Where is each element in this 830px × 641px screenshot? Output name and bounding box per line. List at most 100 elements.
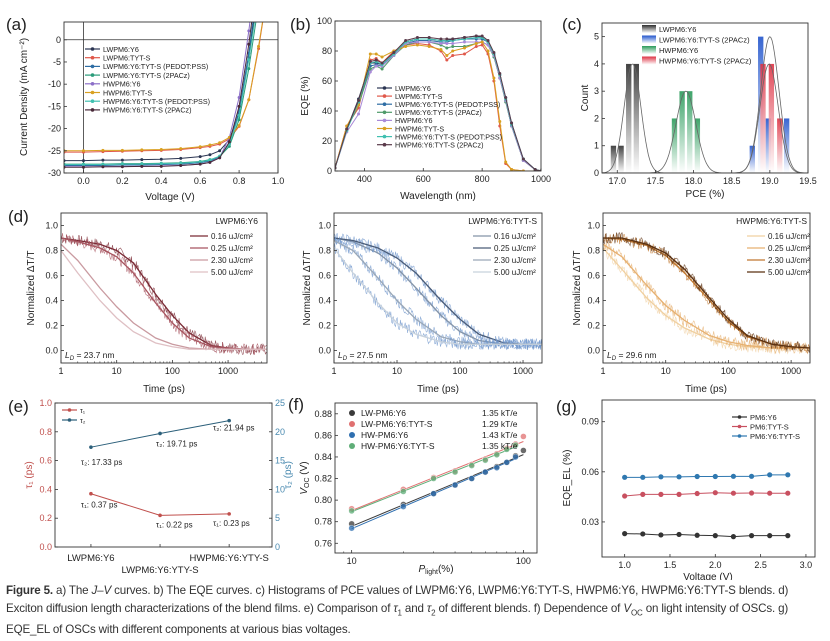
annotation-symbol: L [65,350,70,360]
legend-item: 5.00 uJ/cm² [190,268,253,277]
data-point [451,54,455,57]
plot-area [335,34,541,171]
histogram-bar [633,63,640,173]
x-axis-label: Time (ps) [685,384,727,395]
legend-marker [349,421,355,427]
y-axis-label: VOC (V) [299,461,311,494]
panel-6: τ₁: 0.37 ps τ₁: 0.22 ps τ₁: 0.23 ps τ₂: 17.… [8,397,294,576]
data-point [179,156,183,160]
legend-item: HWPM6:Y6 [85,80,141,89]
legend-item: HWPM6:Y6:TYT-S (2PACz) [85,106,192,115]
data-point [247,29,251,33]
annotation-symbol: L [607,350,612,360]
plot-frame [63,21,279,174]
data-point [658,532,664,538]
data-point [159,164,163,168]
panel-label: (c) [562,15,582,34]
data-point [198,162,202,166]
plot-area [348,433,527,532]
legend-item: HWPM6:Y6 [642,46,698,55]
x-tick-label: 1000 [513,366,533,376]
y-tick-label: 0.8 [45,246,58,256]
histogram-bar [777,118,783,173]
y-axis-label-part: (V) [299,461,310,477]
legend-item: τ₂ [62,418,86,425]
data-point [462,52,466,56]
legend: LW-PM6:Y6 1.35 kT/e LW-PM6:Y6:TYT-S 1.29 kT… [349,408,518,451]
data-point [480,43,484,47]
legend-swatch [642,25,656,33]
legend-item: LWPM6:Y6 [377,84,431,93]
data-point [445,54,449,57]
y-tick-label: 1.0 [45,221,58,231]
panel-1: 400 600 800 1000 0 20 40 60 80 100 Wavelength (nm)… [290,15,551,202]
legend-item: LWPM6:TYT-S [377,92,443,101]
y-tick-label: 0.6 [318,271,331,281]
x-tick-label: 1000 [218,366,238,376]
annotation-value: = 27.5 nm [347,350,387,360]
legend-item: 0.25 uJ/cm² [473,244,536,253]
legend-marker [382,94,387,98]
data-point [430,490,437,497]
data-point [257,3,260,6]
data-point [380,67,384,71]
y-tick-label: 0.4 [318,296,331,306]
data-point [785,490,791,496]
histogram-bar [671,118,678,173]
data-label: τ₁: 0.23 ps [213,519,250,528]
data-point [159,147,163,151]
x-axis-label-part: (%) [438,564,454,575]
x-tick-label: 400 [357,174,372,184]
data-point [512,453,519,461]
data-point [480,34,484,38]
legend-label: HWPM6:Y6:TYT-S (2PACz) [659,57,752,66]
legend-marker [349,443,355,449]
data-point [730,534,737,540]
series-line [624,474,788,478]
y-tick-label: 0.6 [587,271,600,281]
legend-item: 2.30 uJ/cm² [190,256,253,265]
data-point [468,475,475,482]
data-point [767,533,773,539]
data-point [439,42,443,45]
x-tick-label: 100 [721,366,736,376]
diffusion-length-annotation: LD = 27.5 nm [338,350,387,362]
data-point [622,531,628,537]
y-tick-label: -15 [48,101,61,111]
data-point [658,491,664,497]
data-point [374,64,378,68]
series-line [64,22,254,166]
data-point [392,51,396,54]
data-point [159,162,163,166]
legend: τ₁ τ₂ [62,408,86,425]
x-axis-label: Voltage (V) [683,572,732,580]
data-point [430,475,437,482]
data-point [227,140,231,144]
legend-marker [382,102,387,106]
annotation-subscript: D [612,356,617,362]
y-right-axis-label: τ₂ (ps) [283,461,294,489]
data-point [492,51,496,54]
y-tick-label: 20 [322,136,332,146]
data-point [503,459,510,466]
legend-item: LWPM6:Y6:TYT-S (2PACz) [85,71,190,80]
x-tick-label: 3.0 [800,560,813,570]
data-point [101,148,105,152]
data-point [158,431,162,436]
figure-caption: Figure 5. a) The J–V curves. b) The EQE … [6,582,828,639]
x-tick-label: 18.5 [723,176,741,186]
x-tick-label: 0.6 [194,176,207,186]
figure-canvas: 0.0 0.2 0.4 0.6 0.8 1.0 0 -5 -10 -15 -20 -25 -30 Volt… [6,3,817,580]
legend-item: LWPM6:Y6 [642,25,696,34]
data-point [368,60,372,63]
data-point [89,445,93,449]
legend-label: τ₂ [80,418,86,425]
y-tick-label: -10 [48,79,61,89]
plot-area [602,36,808,173]
data-point [237,96,241,99]
y-tick-label: 0.0 [39,542,52,552]
y-tick-label: 100 [317,16,332,26]
data-point [451,42,455,45]
